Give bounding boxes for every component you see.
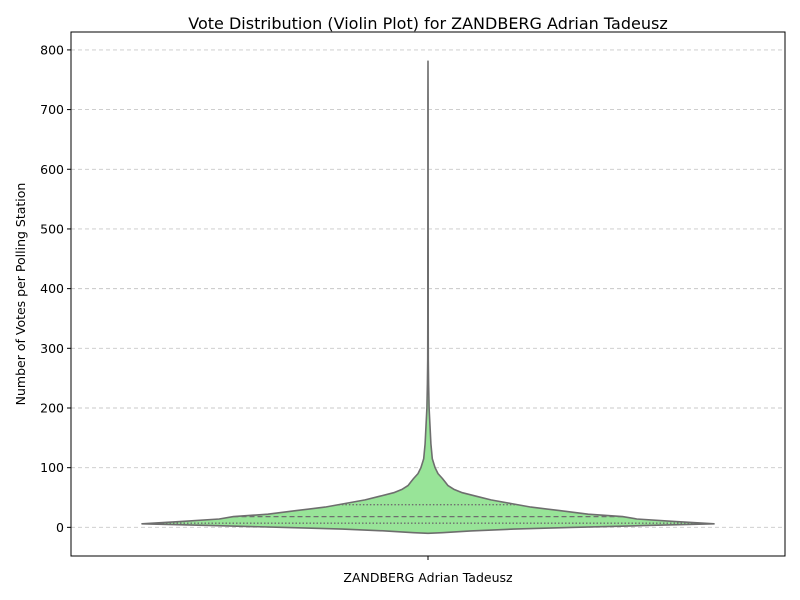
violin-body: [141, 60, 715, 535]
violin-plot: [141, 60, 715, 535]
y-tick-label: 700: [40, 102, 64, 117]
y-tick-label: 200: [40, 400, 64, 415]
y-axis-label: Number of Votes per Polling Station: [13, 183, 28, 406]
y-tick-label: 0: [56, 520, 64, 535]
y-tick-label: 800: [40, 42, 64, 57]
y-tick-label: 600: [40, 162, 64, 177]
y-tick-label: 300: [40, 341, 64, 356]
y-tick-label: 400: [40, 281, 64, 296]
x-tick-label: ZANDBERG Adrian Tadeusz: [343, 570, 513, 585]
y-tick-label: 500: [40, 221, 64, 236]
y-tick-label: 100: [40, 460, 64, 475]
chart-title: Vote Distribution (Violin Plot) for ZAND…: [188, 14, 667, 33]
y-axis-ticks: 0 100 200 300 400 500 600 700 800: [40, 42, 71, 535]
x-axis-ticks: ZANDBERG Adrian Tadeusz: [343, 556, 513, 585]
